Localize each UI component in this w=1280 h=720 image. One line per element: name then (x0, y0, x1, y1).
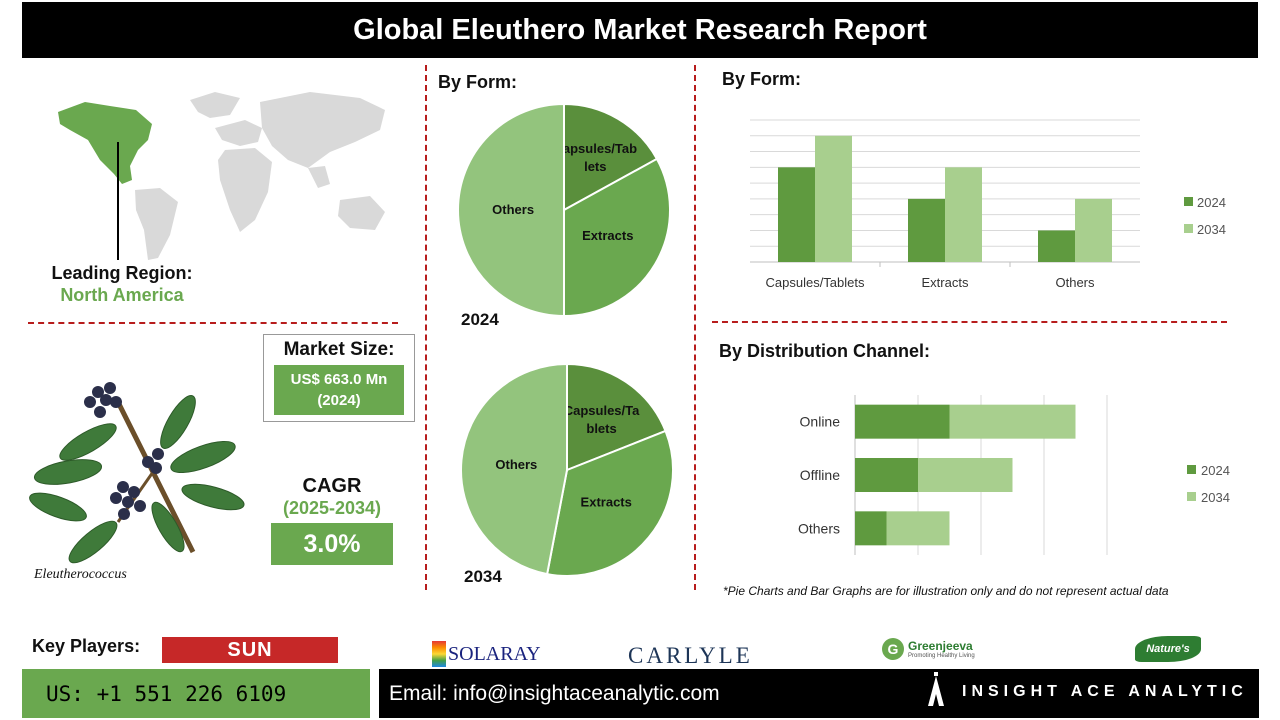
cagr-value: 3.0% (271, 523, 393, 565)
pie-slice-2024-capsules-tablets (563, 102, 659, 212)
legend-label-2034: 2034 (1201, 490, 1230, 505)
greenjeeva-icon: G (882, 638, 904, 660)
bar-others-2024 (1038, 230, 1075, 262)
pie-slice-2024-others (457, 102, 565, 318)
legend-swatch-2034 (1187, 492, 1196, 501)
sun-chlorella-logo: SUN CHLORELLA (162, 637, 338, 687)
insight-ace-brand: INSIGHT ACE ANALYTIC (962, 683, 1248, 700)
insight-ace-logo-icon (928, 672, 944, 706)
bar-form-title: By Form: (722, 69, 802, 89)
divider-right-horizontal (712, 321, 1227, 323)
natures-way-logo: Nature's Way (1135, 636, 1201, 681)
cagr-label: CAGR (302, 475, 362, 497)
y-tick-label-offline: Offline (800, 467, 840, 483)
legend-label-2024: 2024 (1201, 463, 1230, 478)
bar-others-2034 (886, 511, 950, 546)
divider-left-horizontal (28, 322, 398, 324)
greenjeeva-text: Greenjeeva (908, 639, 973, 653)
pie-label-2034-extracts: Extracts (581, 494, 632, 509)
eleuthero-plant-illustration (29, 382, 245, 564)
pie-chart-2024: Capsules/Tab lets Extracts Others (457, 102, 671, 318)
bar-chart-by-form: Capsules/Tablets Extracts Others 2024 2034 (750, 119, 1226, 290)
pie-chart-2034: Capsules/Ta blets Extracts Others (460, 362, 674, 577)
bar-extracts-2024 (908, 198, 945, 262)
carlyle-text: CARLYLE (628, 643, 753, 668)
x-tick-label-extracts: Extracts (922, 275, 969, 290)
market-size-year: (2024) (317, 392, 361, 409)
plant-caption: Eleutherococcus (34, 567, 127, 582)
leading-region-value: North America (60, 285, 184, 305)
pie-section-title: By Form: (438, 72, 518, 92)
pie-label-2024-others: Others (492, 202, 534, 217)
phone-contact[interactable]: US: +1 551 226 6109 (22, 669, 370, 718)
bar-others-2034 (1075, 198, 1112, 262)
phone-number: US: +1 551 226 6109 (46, 681, 287, 706)
bar-capsules-tablets-2024 (778, 167, 815, 262)
leader-line (117, 142, 119, 260)
legend-label-2034: 2034 (1197, 222, 1226, 237)
pie-slice-2034-extracts (545, 429, 674, 577)
solaray-logo: SOLARAY (432, 641, 541, 667)
cagr-period: (2025-2034) (282, 498, 382, 518)
y-tick-label-others: Others (798, 520, 840, 536)
y-tick-label-online: Online (800, 414, 841, 430)
pie-slice-2034-others (460, 362, 568, 576)
x-tick-label-others: Others (1055, 275, 1095, 290)
greenjeeva-logo: G Greenjeeva Promoting Healthy Living (882, 638, 975, 660)
key-players-label: Key Players: (32, 636, 141, 656)
north-america-highlight (58, 102, 152, 184)
market-size-amount: US$ 663.0 Mn (290, 371, 388, 388)
report-title: Global Eleuthero Market Research Report (22, 2, 1258, 58)
bar-channel-title: By Distribution Channel: (719, 341, 930, 361)
pie-slice-2024-extracts (563, 157, 671, 318)
bar-chart-by-channel: Online Offline Others 2024 2034 (798, 395, 1230, 555)
email-address: Email: info@insightaceanalytic.com (389, 681, 720, 705)
pie-label-2024-extracts: Extracts (582, 228, 633, 243)
bar-capsules-tablets-2034 (815, 135, 852, 262)
pie-label-2034-others: Others (495, 457, 537, 472)
solaray-rainbow-icon (432, 641, 446, 667)
bar-offline-2024 (855, 458, 918, 492)
disclaimer: *Pie Charts and Bar Graphs are for illus… (723, 584, 1169, 598)
legend-swatch-2024 (1187, 465, 1196, 474)
market-size-label: Market Size: (283, 339, 395, 360)
greenjeeva-tagline: Promoting Healthy Living (908, 653, 975, 659)
divider-left (425, 65, 427, 590)
email-contact[interactable]: Email: info@insightaceanalytic.com (379, 669, 1259, 718)
solaray-text: SOLARAY (448, 642, 541, 665)
market-size-box: Market Size: US$ 663.0 Mn (2024) (263, 334, 415, 422)
bar-online-2034 (949, 404, 1076, 439)
pie-label-2024-capsules-tablets: Capsules/Tab lets (554, 141, 638, 174)
leading-region-label: Leading Region: (51, 263, 193, 283)
x-tick-label-capsules-tablets: Capsules/Tablets (766, 275, 865, 290)
bar-online-2024 (855, 404, 950, 439)
bar-offline-2034 (918, 458, 1013, 492)
bar-extracts-2034 (945, 167, 982, 262)
pie-year-2024: 2024 (461, 310, 499, 329)
divider-right (694, 65, 696, 590)
pie-year-2034: 2034 (464, 567, 502, 586)
bar-others-2024 (855, 511, 887, 546)
world-map (58, 92, 385, 260)
legend-label-2024: 2024 (1197, 195, 1226, 210)
pie-slice-2034-capsules-tablets (566, 362, 667, 472)
market-size-value: US$ 663.0 Mn (2024) (274, 365, 404, 415)
legend-swatch-2024 (1184, 197, 1193, 206)
legend-swatch-2034 (1184, 224, 1193, 233)
pie-label-2034-capsules-tablets: Capsules/Ta blets (564, 403, 640, 436)
